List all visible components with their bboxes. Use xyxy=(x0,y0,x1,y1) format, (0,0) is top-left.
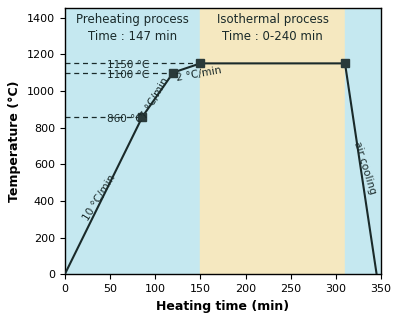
Text: 2 °C/min: 2 °C/min xyxy=(175,65,222,83)
Bar xyxy=(345,8,381,274)
Text: 7 °C/min: 7 °C/min xyxy=(139,76,171,121)
Text: 10 °C/min: 10 °C/min xyxy=(81,172,117,222)
X-axis label: Heating time (min): Heating time (min) xyxy=(156,300,290,313)
Text: 1150 °C: 1150 °C xyxy=(107,60,150,70)
Text: Isothermal process: Isothermal process xyxy=(217,13,329,26)
Bar xyxy=(200,8,345,274)
Text: Time : 147 min: Time : 147 min xyxy=(88,30,177,42)
Text: Preheating process: Preheating process xyxy=(76,13,189,26)
Text: air cooling: air cooling xyxy=(352,140,378,195)
Bar xyxy=(65,8,200,274)
Text: 1100 °C: 1100 °C xyxy=(107,70,149,80)
Text: Time : 0-240 min: Time : 0-240 min xyxy=(222,30,323,42)
Text: 860 °C: 860 °C xyxy=(107,114,143,124)
Y-axis label: Temperature (°C): Temperature (°C) xyxy=(8,81,21,202)
